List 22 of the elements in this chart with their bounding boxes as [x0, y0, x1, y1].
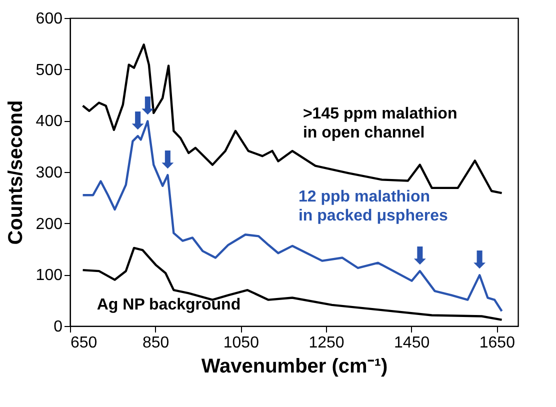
y-tick-label: 100	[36, 267, 63, 284]
y-tick-label: 400	[36, 113, 63, 130]
series-label: Ag NP background	[96, 296, 241, 314]
series-label: >145 ppm malathion in open channel	[302, 105, 458, 142]
series-label: 12 ppb malathion in packed μspheres	[298, 188, 448, 225]
y-tick-label: 200	[36, 216, 63, 233]
x-axis-title: Wavenumber (cm⁻¹)	[201, 356, 388, 378]
x-tick-label: 1250	[308, 334, 344, 352]
x-tick-label: 850	[142, 334, 170, 352]
x-tick-label: 1650	[479, 334, 516, 352]
x-tick-label: 650	[70, 334, 98, 352]
x-tick-label: 1050	[223, 334, 260, 352]
y-tick-label: 300	[36, 164, 63, 182]
x-tick-label: 1450	[394, 334, 430, 352]
annotation: ⬇	[410, 242, 430, 270]
y-tick-label: 0	[54, 318, 63, 336]
line-series	[82, 246, 503, 321]
annotation: ⬇	[158, 146, 178, 174]
y-tick-label: 600	[36, 10, 63, 28]
annotation: ⬇	[470, 246, 490, 274]
y-tick-label: 500	[36, 62, 63, 79]
y-axis-title: Counts/second	[4, 100, 27, 245]
